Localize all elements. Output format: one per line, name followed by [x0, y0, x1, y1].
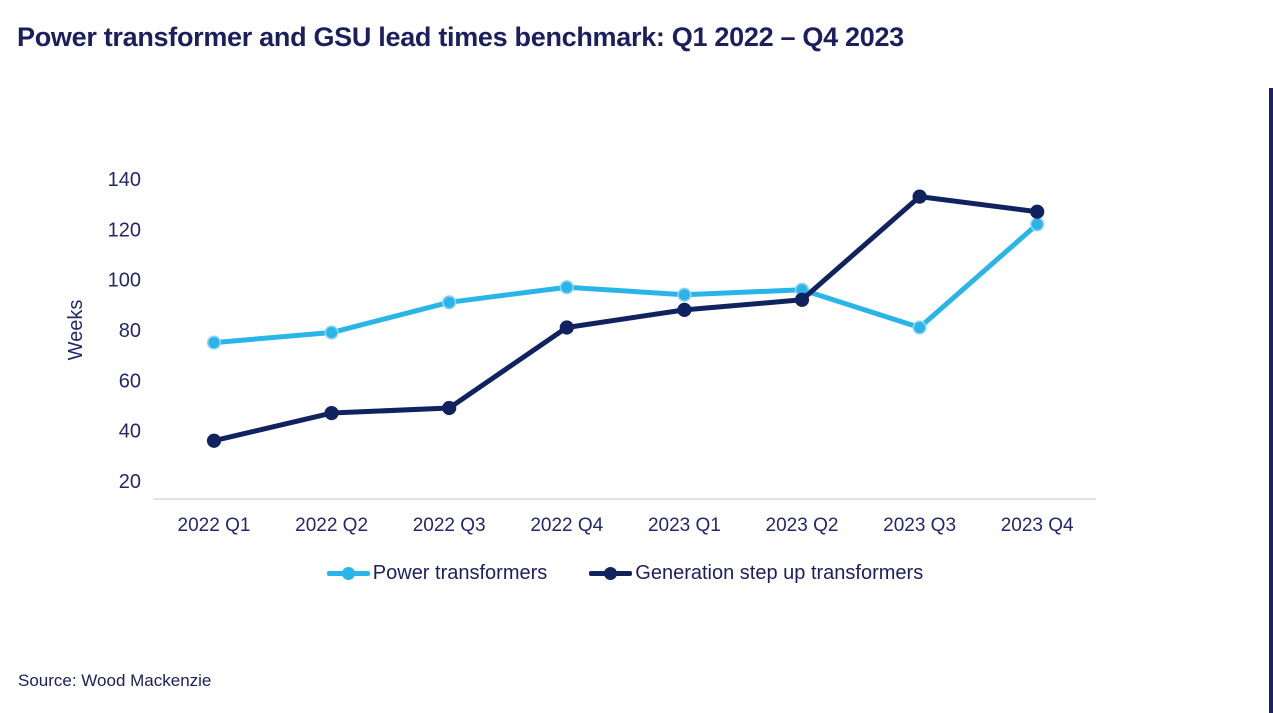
chart-legend: Power transformers Generation step up tr… — [153, 562, 1097, 585]
y-tick-label: 100 — [108, 270, 141, 292]
data-point — [677, 287, 692, 302]
data-point — [1030, 204, 1045, 219]
x-axis-label: 2022 Q1 — [178, 515, 251, 536]
series-line-gsu — [211, 194, 1040, 444]
gsu-series-marker-icon — [589, 567, 633, 580]
series-line-power-transformers — [211, 221, 1040, 346]
y-axis-title: Weeks — [65, 300, 87, 361]
x-axis-label: 2023 Q2 — [766, 515, 839, 536]
chart-title: Power transformer and GSU lead times ben… — [17, 22, 904, 52]
y-tick-label: 20 — [119, 471, 141, 493]
data-point — [559, 320, 574, 335]
legend-label-gsu: Generation step up transformers — [635, 562, 924, 584]
data-point — [912, 320, 927, 335]
data-point — [794, 292, 810, 307]
x-axis-label: 2023 Q1 — [648, 515, 721, 536]
source-attribution: Source: Wood Mackenzie — [18, 671, 212, 690]
x-axis-label: 2022 Q2 — [295, 515, 368, 536]
x-axis-label: 2022 Q4 — [530, 515, 603, 536]
y-tick-label: 80 — [119, 320, 141, 342]
data-point — [442, 295, 457, 310]
legend-item-power-transformers: Power transformers — [326, 562, 548, 585]
data-point — [206, 335, 222, 350]
data-point — [912, 189, 927, 204]
data-point — [206, 433, 222, 448]
data-point — [1030, 217, 1045, 232]
scrollbar-thumb[interactable] — [1269, 88, 1273, 713]
legend-label-power-transformers: Power transformers — [372, 562, 548, 584]
data-point — [324, 405, 339, 421]
data-point — [442, 400, 457, 416]
y-tick-label: 40 — [119, 421, 141, 443]
power-transformers-series-marker-icon — [326, 567, 370, 580]
y-tick-label: 60 — [119, 370, 141, 392]
x-axis-label: 2023 Q3 — [883, 515, 956, 536]
data-point — [324, 325, 339, 340]
legend-item-gsu: Generation step up transformers — [589, 562, 923, 585]
data-point — [559, 280, 574, 295]
y-tick-label: 140 — [108, 169, 141, 191]
y-tick-label: 120 — [108, 219, 141, 241]
data-point — [677, 302, 692, 317]
x-axis-label: 2023 Q4 — [1001, 515, 1074, 536]
x-axis-label: 2022 Q3 — [413, 515, 486, 536]
